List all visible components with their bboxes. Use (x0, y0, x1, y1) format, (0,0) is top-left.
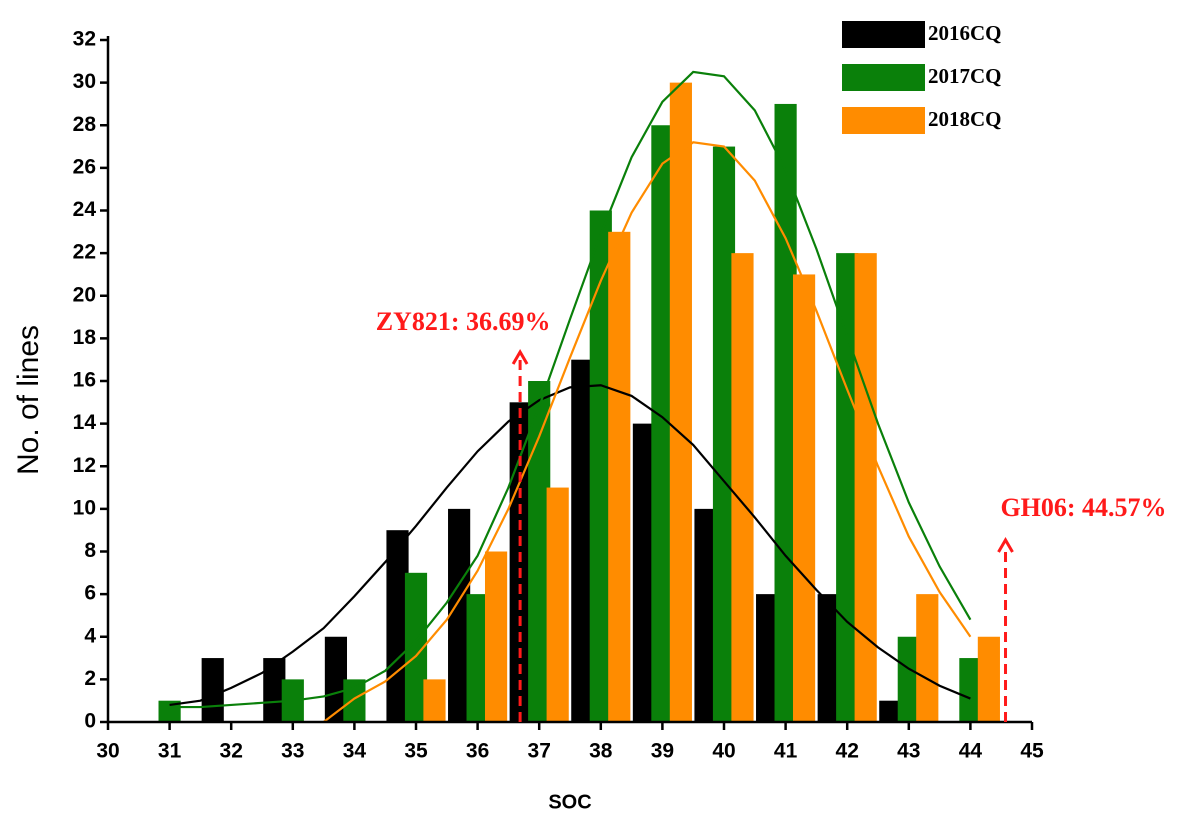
legend-label: 2018CQ (928, 107, 1002, 131)
x-tick-label: 45 (1020, 740, 1044, 763)
x-tick-label: 41 (774, 740, 798, 763)
bar (651, 125, 674, 722)
x-tick-label: 30 (96, 740, 119, 763)
y-tick-label: 10 (73, 496, 96, 519)
x-tick-label: 37 (528, 740, 551, 763)
annotation-text: ZY821: 36.69% (376, 307, 551, 336)
bar (589, 210, 612, 722)
fit-curve (169, 384, 971, 707)
x-tick-label: 42 (836, 740, 859, 763)
fit-curve (322, 141, 972, 723)
bar (897, 636, 920, 722)
y-tick-label: 32 (73, 28, 96, 51)
x-tick-label: 44 (959, 740, 983, 763)
bar (879, 700, 902, 722)
y-tick-label: 28 (73, 113, 97, 136)
y-axis-label: No. of lines (12, 325, 45, 475)
y-tick-label: 16 (73, 369, 96, 392)
bar (386, 530, 409, 722)
y-tick-label: 2 (84, 667, 96, 690)
y-tick-label: 14 (73, 411, 97, 434)
arrow-head (511, 349, 529, 365)
bar (712, 146, 736, 722)
legend-swatch (842, 64, 925, 91)
x-tick-label: 43 (897, 740, 920, 763)
bar (528, 381, 551, 722)
y-tick-label: 6 (84, 582, 96, 605)
y-tick-label: 20 (73, 283, 96, 306)
x-tick-label: 40 (712, 740, 735, 763)
bar (959, 658, 982, 722)
bar (836, 253, 859, 722)
y-tick-label: 18 (73, 326, 97, 349)
bar (756, 594, 779, 722)
bar (484, 551, 508, 722)
bar (263, 658, 286, 722)
bar (324, 636, 348, 722)
y-tick-label: 24 (73, 198, 97, 221)
x-tick-label: 38 (589, 740, 613, 763)
y-tick-label: 22 (73, 241, 96, 264)
legend-swatch (842, 107, 925, 134)
y-tick-label: 0 (84, 710, 96, 733)
bar (632, 423, 656, 722)
legend-swatch (842, 21, 925, 48)
bar (817, 594, 840, 722)
y-tick-label: 30 (73, 70, 96, 93)
fit-curve (169, 70, 972, 709)
y-tick-label: 8 (84, 539, 96, 562)
x-tick-label: 35 (404, 740, 428, 763)
bar (546, 487, 569, 722)
annotation-text: GH06: 44.57% (1000, 493, 1166, 522)
bar (571, 359, 594, 722)
y-tick-label: 26 (73, 155, 96, 178)
bar (423, 679, 446, 722)
x-tick-label: 34 (343, 740, 367, 763)
x-tick-label: 33 (281, 740, 304, 763)
legend-label: 2016CQ (928, 21, 1002, 45)
bar (774, 103, 797, 722)
bar (343, 679, 366, 722)
bar (916, 594, 939, 722)
x-tick-label: 36 (466, 740, 489, 763)
bar (404, 572, 428, 722)
bar (201, 658, 224, 722)
x-tick-label: 39 (651, 740, 674, 763)
arrow-head (997, 537, 1014, 553)
y-tick-label: 4 (84, 624, 96, 647)
bar (669, 82, 692, 722)
x-tick-label: 32 (220, 740, 243, 763)
bar (854, 253, 877, 722)
bar (731, 253, 754, 722)
x-tick-label: 31 (158, 740, 182, 763)
bar (448, 508, 471, 722)
bar (694, 508, 717, 722)
bar (608, 231, 631, 722)
x-axis-label: SOC (548, 791, 591, 813)
legend-label: 2017CQ (928, 64, 1002, 88)
bar (466, 594, 489, 722)
y-tick-label: 12 (73, 454, 96, 477)
bar (509, 402, 532, 722)
bar (977, 636, 1000, 722)
bar (792, 274, 816, 722)
